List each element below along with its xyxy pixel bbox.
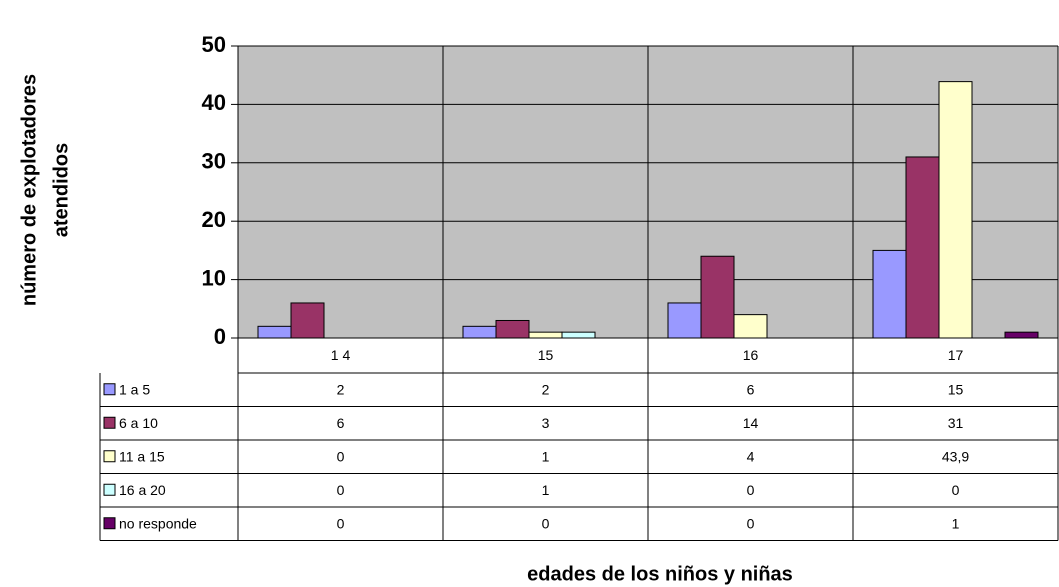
table-value: 15: [948, 381, 964, 397]
bar: [561, 331, 596, 339]
table-value: 2: [542, 381, 550, 397]
table-value: 3: [542, 415, 550, 431]
y-tick-label: 30: [202, 149, 226, 174]
legend-swatch: [103, 483, 116, 496]
bar: [257, 325, 292, 339]
table-value: 0: [337, 482, 345, 498]
legend-label: 16 a 20: [119, 482, 166, 498]
table-value: 14: [743, 415, 759, 431]
y-axis-title: número de explotadores: [18, 74, 40, 306]
legend-swatch: [103, 450, 116, 463]
table-value: 43,9: [942, 448, 969, 464]
table-value: 1: [542, 482, 550, 498]
x-tick-label: 16: [743, 347, 759, 363]
y-axis-title: atendidos: [50, 143, 72, 237]
table-value: 1: [542, 448, 550, 464]
table-value: 0: [542, 515, 550, 531]
table-value: 6: [337, 415, 345, 431]
legend-label: 6 a 10: [119, 415, 158, 431]
bar: [1004, 331, 1039, 339]
bar: [528, 331, 563, 339]
bar: [733, 314, 768, 339]
table-value: 31: [948, 415, 964, 431]
bar: [905, 156, 940, 339]
x-tick-label: 17: [948, 347, 964, 363]
table-value: 2: [337, 381, 345, 397]
table-value: 0: [952, 482, 960, 498]
x-tick-label: 15: [538, 347, 554, 363]
x-tick-label: 1 4: [331, 347, 351, 363]
table-value: 1: [952, 515, 960, 531]
legend-label: 1 a 5: [119, 381, 150, 397]
bar: [872, 249, 907, 339]
y-tick-label: 10: [202, 265, 226, 290]
table-value: 4: [747, 448, 755, 464]
bar: [495, 319, 530, 339]
y-tick-label: 50: [202, 32, 226, 57]
bar: [290, 302, 325, 339]
table-value: 0: [747, 515, 755, 531]
table-value: 6: [747, 381, 755, 397]
legend-label: no responde: [119, 515, 197, 531]
y-tick-label: 40: [202, 90, 226, 115]
legend-swatch: [103, 517, 116, 530]
table-value: 0: [337, 515, 345, 531]
y-tick-label: 20: [202, 207, 226, 232]
legend-label: 11 a 15: [119, 448, 165, 464]
y-tick-label: 0: [214, 324, 226, 349]
table-value: 0: [337, 448, 345, 464]
bar: [700, 255, 735, 339]
legend-swatch: [103, 383, 116, 396]
table-value: 0: [747, 482, 755, 498]
bar: [462, 325, 497, 339]
bar: [667, 302, 702, 339]
legend-swatch: [103, 416, 116, 429]
bar: [938, 81, 973, 339]
x-axis-title: edades de los niños y niñas: [527, 563, 793, 585]
